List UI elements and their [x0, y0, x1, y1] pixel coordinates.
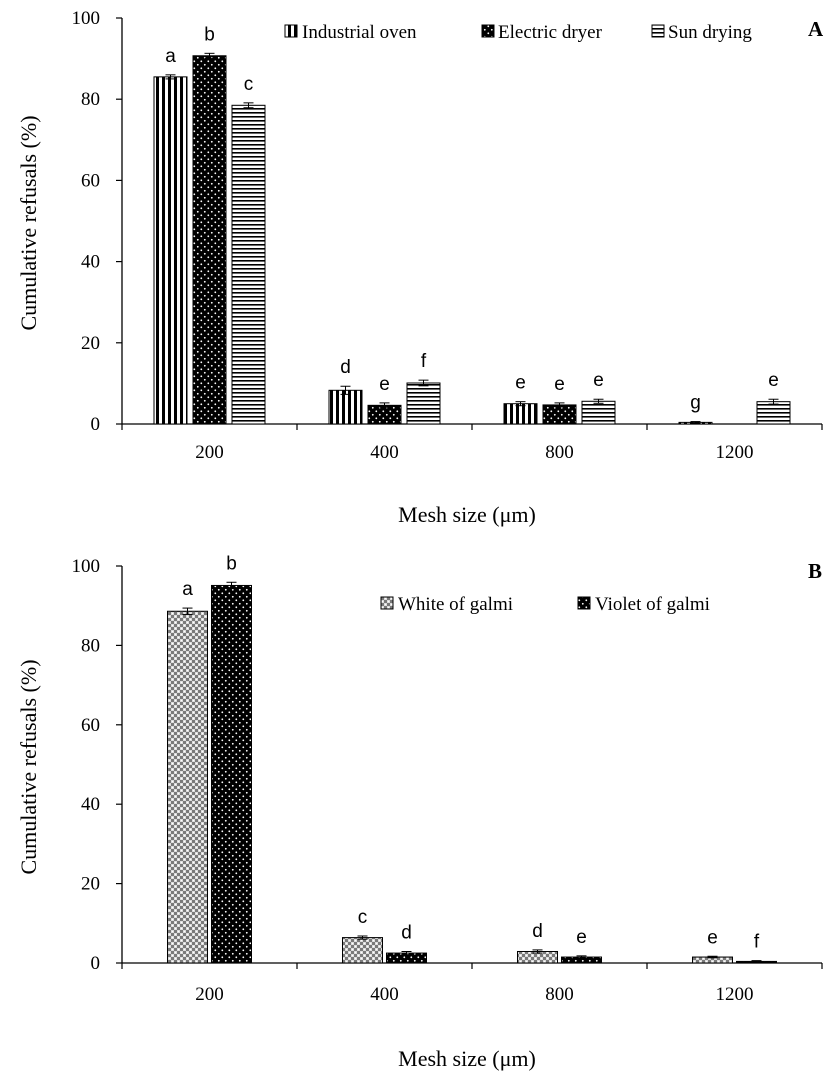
legend-label: Violet of galmi: [595, 594, 710, 615]
x-tick-label: 1200: [716, 442, 754, 463]
legend-swatch: [284, 24, 298, 38]
x-tick-label: 200: [195, 442, 224, 463]
y-tick-label: 40: [81, 794, 100, 815]
axes: 0 20 40 60 80 100 200 400 800 1200: [72, 556, 823, 1005]
bar: [328, 389, 363, 425]
bar: [231, 104, 266, 425]
y-tick-label: 80: [81, 635, 100, 656]
bar: [342, 937, 383, 964]
bars: a d e g b e e c f e e: [153, 24, 791, 425]
bar: [153, 76, 188, 425]
legend-swatch: [577, 596, 591, 610]
legend-swatch: [481, 24, 495, 38]
bar: [406, 382, 441, 425]
y-tick-label: 20: [81, 333, 100, 354]
y-tick-label: 60: [81, 170, 100, 191]
significance-letter: e: [379, 374, 390, 395]
axes: 0 20 40 60 80 100 200 400 800 1200: [72, 8, 823, 463]
y-tick-label: 80: [81, 89, 100, 110]
bar: [542, 404, 577, 425]
x-tick-label: 400: [370, 984, 399, 1005]
y-axis-label: Cumulative refusals (%): [16, 115, 41, 330]
bar: [756, 401, 791, 425]
significance-letter: d: [340, 357, 351, 378]
significance-letter: e: [593, 370, 604, 391]
panel-b: B Cumulative refusals (%) Mesh size (μm)…: [16, 553, 823, 1071]
significance-letter: e: [768, 370, 779, 391]
legend-swatch: [380, 596, 394, 610]
y-tick-label: 20: [81, 874, 100, 895]
significance-letter: f: [754, 932, 760, 953]
significance-letter: b: [204, 24, 215, 45]
x-tick-label: 400: [370, 442, 399, 463]
x-axis-label: Mesh size (μm): [398, 502, 536, 527]
x-axis-label: Mesh size (μm): [398, 1046, 536, 1071]
bar: [211, 584, 252, 964]
x-tick-label: 800: [545, 984, 574, 1005]
significance-letter: e: [515, 373, 526, 394]
panel-letter: A: [808, 17, 824, 41]
x-tick-label: 200: [195, 984, 224, 1005]
bar: [503, 403, 538, 425]
legend-label: Sun drying: [668, 22, 752, 43]
significance-letter: c: [358, 907, 368, 928]
y-tick-label: 100: [72, 8, 101, 29]
bars: a c d e b d e f: [167, 553, 777, 964]
significance-letter: e: [576, 927, 587, 948]
significance-letter: d: [401, 922, 412, 943]
legend-label: Industrial oven: [302, 22, 417, 43]
y-tick-label: 0: [91, 414, 101, 435]
x-tick-label: 800: [545, 442, 574, 463]
bar: [581, 400, 616, 425]
significance-letter: e: [554, 374, 565, 395]
significance-letter: e: [707, 927, 718, 948]
y-tick-label: 60: [81, 715, 100, 736]
legend-swatch: [651, 24, 665, 38]
x-tick-label: 1200: [716, 984, 754, 1005]
y-axis-label: Cumulative refusals (%): [16, 659, 41, 874]
panel-letter: B: [808, 559, 822, 583]
legend: Industrial oven Electric dryer Sun drying: [284, 22, 752, 43]
y-tick-label: 40: [81, 252, 100, 273]
bar: [192, 55, 227, 425]
legend: White of galmi Violet of galmi: [380, 594, 710, 615]
y-tick-label: 0: [91, 953, 101, 974]
significance-letter: g: [690, 393, 701, 414]
significance-letter: b: [226, 553, 237, 574]
y-tick-label: 100: [72, 556, 101, 577]
significance-letter: a: [182, 579, 193, 600]
legend-label: White of galmi: [398, 594, 513, 615]
significance-letter: a: [165, 46, 176, 67]
panel-a: A Cumulative refusals (%) Mesh size (μm)…: [16, 8, 824, 527]
bar: [167, 610, 208, 964]
significance-letter: c: [244, 74, 254, 95]
legend-label: Electric dryer: [498, 22, 603, 43]
significance-letter: f: [421, 351, 427, 372]
significance-letter: d: [532, 921, 543, 942]
